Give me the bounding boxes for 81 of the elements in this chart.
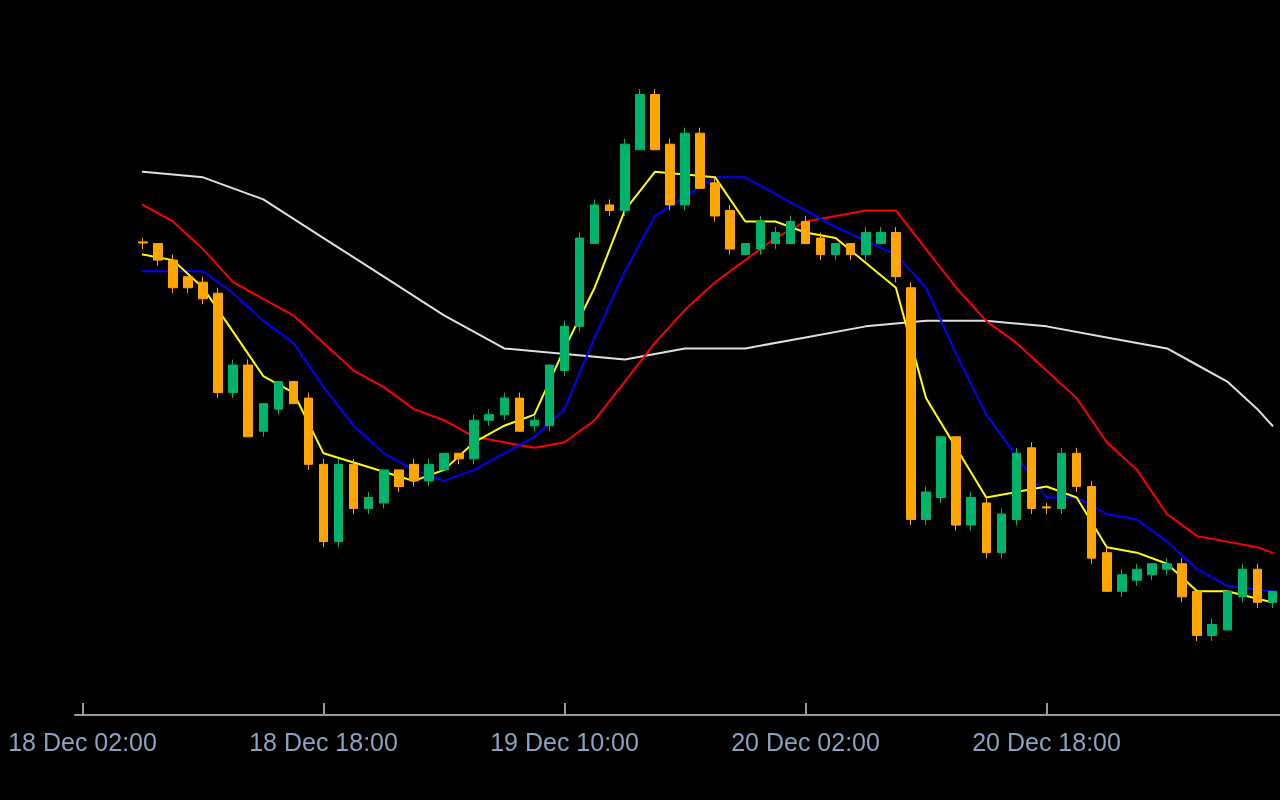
candlestick bbox=[1132, 563, 1142, 587]
x-tick-label: 18 Dec 18:00 bbox=[249, 727, 398, 756]
candlestick bbox=[500, 392, 509, 421]
candlestick bbox=[1192, 590, 1202, 642]
x-tick-label: 19 Dec 10:00 bbox=[490, 727, 639, 756]
candlestick bbox=[936, 436, 946, 504]
candlestick bbox=[1147, 563, 1157, 581]
x-tick-label: 20 Dec 18:00 bbox=[972, 727, 1121, 756]
candlestick bbox=[349, 458, 358, 515]
candlestick bbox=[364, 491, 373, 515]
candlestick bbox=[831, 243, 840, 261]
candlestick bbox=[1072, 447, 1081, 493]
candlestick bbox=[153, 243, 163, 267]
candlestick bbox=[575, 232, 584, 333]
candlestick bbox=[997, 508, 1006, 559]
candlestick bbox=[334, 458, 343, 548]
candlestick bbox=[228, 358, 238, 399]
candlestick bbox=[289, 381, 298, 405]
candlestick bbox=[665, 138, 675, 211]
candlestick bbox=[966, 491, 976, 532]
candlestick bbox=[274, 381, 283, 416]
candlestick bbox=[1177, 557, 1187, 603]
candlestick bbox=[409, 458, 419, 487]
candlestick bbox=[515, 392, 524, 432]
x-tick-label: 18 Dec 02:00 bbox=[8, 727, 157, 756]
candlestick bbox=[1042, 502, 1051, 515]
candlestick bbox=[605, 198, 614, 217]
candlestick bbox=[469, 414, 479, 465]
candlestick bbox=[906, 281, 916, 526]
candlestick bbox=[1117, 568, 1127, 598]
candlestick bbox=[816, 232, 825, 261]
candlestick bbox=[1027, 441, 1036, 515]
candlestick bbox=[891, 226, 901, 283]
candlestick bbox=[786, 215, 795, 245]
candlestick bbox=[951, 436, 961, 532]
candlestick bbox=[1162, 557, 1172, 576]
candlestick bbox=[304, 392, 313, 471]
candlestick bbox=[424, 458, 434, 487]
candlestick bbox=[138, 237, 148, 250]
candlestick bbox=[756, 215, 765, 256]
candlestick bbox=[319, 458, 328, 548]
candlestick bbox=[1223, 590, 1232, 631]
candlestick bbox=[1087, 480, 1096, 565]
candlestick bbox=[243, 358, 253, 438]
candlestick bbox=[741, 243, 750, 256]
candlestick bbox=[183, 276, 193, 294]
candlestick bbox=[620, 138, 630, 217]
candlestick bbox=[168, 254, 178, 294]
candlestick bbox=[560, 320, 569, 377]
candlestick bbox=[590, 198, 599, 245]
candlestick bbox=[982, 496, 991, 559]
candlestick bbox=[484, 408, 494, 427]
candlestick bbox=[725, 204, 735, 256]
candlestick bbox=[530, 414, 539, 432]
candlestick bbox=[545, 364, 554, 432]
candlestick bbox=[1253, 563, 1262, 609]
candlestick bbox=[394, 469, 404, 493]
candlestick bbox=[1057, 447, 1066, 515]
candlestick bbox=[876, 226, 886, 245]
candlestick bbox=[454, 452, 464, 465]
candlestick bbox=[846, 243, 855, 261]
candlestick bbox=[1012, 447, 1021, 526]
candlestick bbox=[1268, 590, 1277, 609]
candlestick bbox=[439, 452, 449, 471]
candlestick bbox=[213, 287, 223, 399]
candlestick bbox=[635, 88, 645, 151]
candlestick bbox=[1102, 546, 1112, 592]
candlestick bbox=[650, 88, 660, 151]
candlestick bbox=[198, 276, 208, 305]
x-tick-label: 20 Dec 02:00 bbox=[731, 727, 880, 756]
candlestick bbox=[801, 215, 810, 245]
candlestick bbox=[1238, 563, 1247, 603]
candlestick bbox=[259, 403, 268, 438]
candlestick bbox=[710, 176, 720, 222]
candlestick bbox=[379, 469, 389, 510]
candlestick bbox=[680, 127, 690, 211]
candlestick bbox=[771, 226, 780, 250]
candlestick bbox=[861, 226, 871, 261]
candlestick bbox=[921, 485, 931, 526]
candlestick bbox=[1207, 618, 1217, 642]
candlestick bbox=[695, 127, 705, 189]
